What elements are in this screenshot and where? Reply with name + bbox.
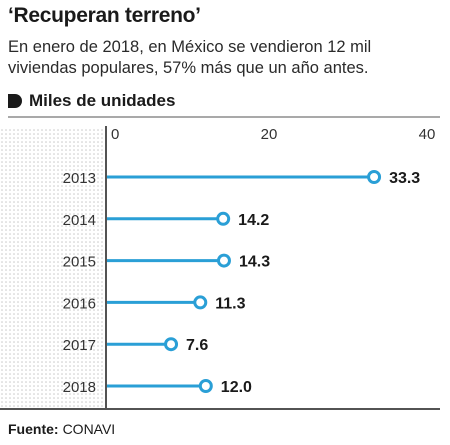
value-label: 7.6 [186, 337, 208, 354]
dotted-label-background [0, 128, 104, 408]
value-label: 14.2 [238, 212, 269, 229]
lollipop-point [164, 337, 179, 352]
data-row-2016: 2016 11.3 [63, 295, 246, 312]
category-label: 2014 [63, 212, 96, 229]
value-label: 12.0 [221, 379, 252, 396]
lollipop-point [367, 170, 382, 184]
value-label: 11.3 [215, 295, 245, 312]
data-row-2015: 2015 14.3 [63, 253, 270, 271]
chart-subtitle: En enero de 2018, en México se vendieron… [8, 38, 372, 77]
value-label: 14.3 [239, 254, 270, 271]
lollipop-point [193, 295, 208, 310]
bullet-marker-icon [8, 94, 22, 108]
x-tick-label-40: 40 [419, 126, 436, 143]
source-text: CONAVI [62, 421, 116, 437]
lollipop-point [198, 379, 213, 393]
data-row-2017: 2017 7.6 [63, 337, 208, 354]
source-note: Fuente: CONAVI [8, 421, 115, 437]
chart-title: ‘Recuperan terreno’ [8, 4, 201, 27]
x-tick-label-20: 20 [261, 126, 278, 143]
category-label: 2018 [63, 379, 96, 396]
unit-legend: Miles de unidades [8, 90, 175, 112]
value-label: 33.3 [389, 170, 420, 187]
source-label: Fuente: [8, 421, 59, 437]
x-tick-label-0: 0 [111, 126, 119, 143]
category-label: 2015 [63, 254, 96, 271]
data-row-2018: 2018 12.0 [63, 379, 252, 396]
data-row-2014: 2014 14.2 [63, 211, 269, 229]
category-label: 2013 [63, 170, 96, 187]
unit-label: Miles de unidades [29, 91, 176, 110]
category-label: 2017 [63, 337, 96, 354]
lollipop-point [216, 211, 231, 226]
data-row-2013: 2013 33.3 [63, 170, 420, 187]
lollipop-point [216, 253, 231, 268]
category-label: 2016 [63, 295, 96, 312]
